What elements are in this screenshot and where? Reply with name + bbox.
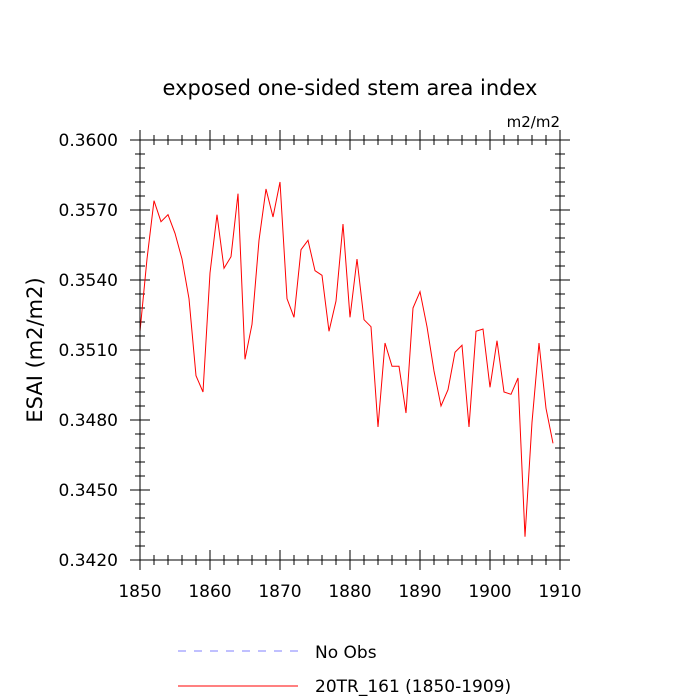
legend: No Obs 20TR_161 (1850-1909) — [178, 643, 511, 697]
y-axis-label: ESAI (m2/m2) — [23, 277, 47, 422]
chart-title: exposed one-sided stem area index — [163, 76, 538, 100]
x-tick-label: 1870 — [258, 582, 301, 602]
x-tick-label: 1900 — [468, 582, 511, 602]
legend-no-obs-label: No Obs — [315, 643, 377, 663]
plot-frame — [139, 139, 561, 561]
x-tick-label: 1880 — [328, 582, 371, 602]
tick-labels: 1850 1860 1870 1880 1890 1900 1910 0.3420 0.3450… — [59, 131, 582, 602]
axis-ticks — [130, 130, 570, 570]
x-tick-label: 1910 — [538, 582, 581, 602]
y-tick-label: 0.3510 — [59, 341, 118, 361]
units-label: m2/m2 — [507, 113, 560, 131]
y-tick-label: 0.3480 — [59, 411, 118, 431]
y-tick-label: 0.3420 — [59, 551, 118, 571]
y-tick-label: 0.3570 — [59, 201, 118, 221]
x-tick-label: 1850 — [118, 582, 161, 602]
legend-series-label: 20TR_161 (1850-1909) — [315, 677, 511, 697]
x-tick-label: 1860 — [188, 582, 231, 602]
series-line — [139, 181, 554, 537]
y-tick-label: 0.3450 — [59, 481, 118, 501]
series-layer — [139, 181, 554, 537]
x-tick-label: 1890 — [398, 582, 441, 602]
y-tick-label: 0.3540 — [59, 271, 118, 291]
y-tick-label: 0.3600 — [59, 131, 118, 151]
